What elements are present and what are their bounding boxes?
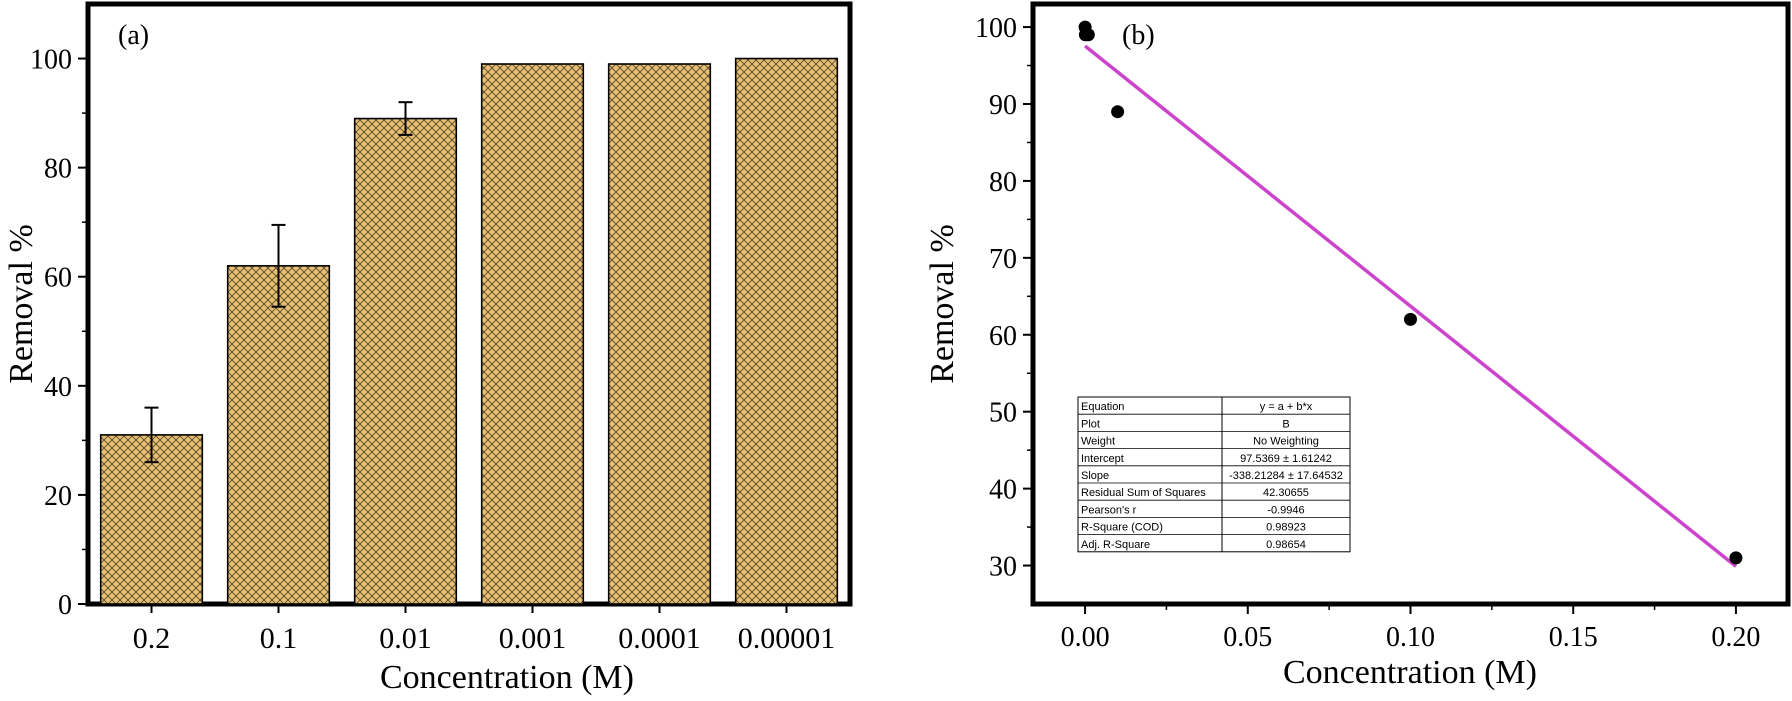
x-axis-ticks: 0.2 0.1 0.01 0.001 0.0001 0.00001 xyxy=(133,604,836,655)
table-frame xyxy=(1077,396,1351,553)
y-tick-label: 70 xyxy=(989,244,1017,275)
bars xyxy=(99,57,839,605)
y-tick-label: 80 xyxy=(44,154,72,185)
y-tick-label: 60 xyxy=(989,321,1017,352)
y-axis-label: Removal % xyxy=(924,224,961,384)
fit-line-layer xyxy=(1083,44,1738,568)
x-tick-label: 0.05 xyxy=(1223,622,1272,653)
table-cell-label: R-Square (COD) xyxy=(1081,522,1163,534)
table-cell-label: Equation xyxy=(1081,401,1124,413)
bar-0.01 xyxy=(353,117,458,605)
y-tick-label: 60 xyxy=(44,263,72,294)
table-cell-value: -338.21284 ± 17.64532 xyxy=(1229,470,1343,482)
error-bar-0.01 xyxy=(398,101,413,136)
y-tick-label: 50 xyxy=(989,398,1017,429)
x-tick-label: 0.001 xyxy=(499,622,567,655)
y-tick-label: 20 xyxy=(44,481,72,512)
table-cell-value: -0.9946 xyxy=(1267,504,1304,516)
y-tick-label: 80 xyxy=(989,167,1017,198)
x-tick-label: 0.00001 xyxy=(738,622,836,655)
x-tick-label: 0.10 xyxy=(1386,622,1435,653)
y-axis-label: Removal % xyxy=(3,224,40,384)
panel-label: (b) xyxy=(1122,20,1155,51)
x-tick-label: 0.2 xyxy=(133,622,171,655)
x-axis-label: Concentration (M) xyxy=(1283,654,1537,691)
data-point xyxy=(1729,551,1743,565)
table-cell-label: Slope xyxy=(1081,470,1109,482)
x-tick-label: 0.15 xyxy=(1549,622,1598,653)
panel-b-scatter-chart: 30 40 50 60 70 80 90 100 0.00 0.05 0.10 0.15 0.20 (… xyxy=(924,1,1791,691)
table-cell-label: Weight xyxy=(1081,436,1115,448)
bar-0.00001 xyxy=(734,57,839,605)
bar-0.001 xyxy=(480,63,585,605)
y-tick-label: 40 xyxy=(989,475,1017,506)
data-point xyxy=(1081,28,1095,42)
x-tick-label: 0.0001 xyxy=(618,622,701,655)
y-tick-label: 40 xyxy=(44,372,72,403)
y-tick-label: 30 xyxy=(989,552,1017,583)
y-tick-label: 100 xyxy=(975,13,1017,44)
y-axis-ticks: 30 40 50 60 70 80 90 100 xyxy=(975,13,1033,583)
bar-0.0001 xyxy=(607,63,712,605)
table-cell-label: Pearson's r xyxy=(1081,504,1137,516)
x-tick-label: 0.00 xyxy=(1061,622,1110,653)
y-axis-ticks: 0 20 40 60 80 100 xyxy=(30,45,88,621)
data-points xyxy=(1078,20,1743,565)
x-axis-label: Concentration (M) xyxy=(380,659,634,696)
fit-results-table: Equation y = a + b*x Plot B Weight No Weighti… xyxy=(1077,396,1351,553)
table-cell-value: y = a + b*x xyxy=(1260,401,1313,413)
fit-line xyxy=(1083,44,1738,568)
table-cell-value: 0.98654 xyxy=(1266,539,1306,551)
y-tick-label: 90 xyxy=(989,90,1017,121)
x-tick-label: 0.20 xyxy=(1711,622,1760,653)
error-bar-0.2 xyxy=(144,406,159,464)
table-cell-value: 42.30655 xyxy=(1263,487,1309,499)
error-bar-0.1 xyxy=(271,223,286,308)
table-cell-value: 97.5369 ± 1.61242 xyxy=(1240,453,1332,465)
panel-a-bar-chart: 0 20 40 60 80 100 0.2 0.1 0.01 0.001 0.0001 0.0000… xyxy=(3,1,853,696)
y-tick-label: 0 xyxy=(58,590,72,621)
x-tick-label: 0.01 xyxy=(379,622,432,655)
table-cell-value: B xyxy=(1282,418,1289,430)
error-bars xyxy=(144,101,413,464)
x-tick-label: 0.1 xyxy=(260,622,298,655)
y-tick-label: 100 xyxy=(30,45,72,76)
data-point xyxy=(1111,105,1125,119)
table-cell-value: No Weighting xyxy=(1253,436,1319,448)
data-point xyxy=(1404,312,1417,326)
bar-0.1 xyxy=(226,265,331,605)
table-cell-label: Plot xyxy=(1081,418,1100,430)
x-axis-ticks: 0.00 0.05 0.10 0.15 0.20 xyxy=(1061,604,1760,653)
table-cell-label: Residual Sum of Squares xyxy=(1081,487,1206,499)
panel-label: (a) xyxy=(118,20,149,51)
plot-frame xyxy=(85,1,853,607)
table-cell-label: Intercept xyxy=(1081,453,1124,465)
table-cell-label: Adj. R-Square xyxy=(1081,539,1150,551)
table-cell-value: 0.98923 xyxy=(1266,522,1306,534)
